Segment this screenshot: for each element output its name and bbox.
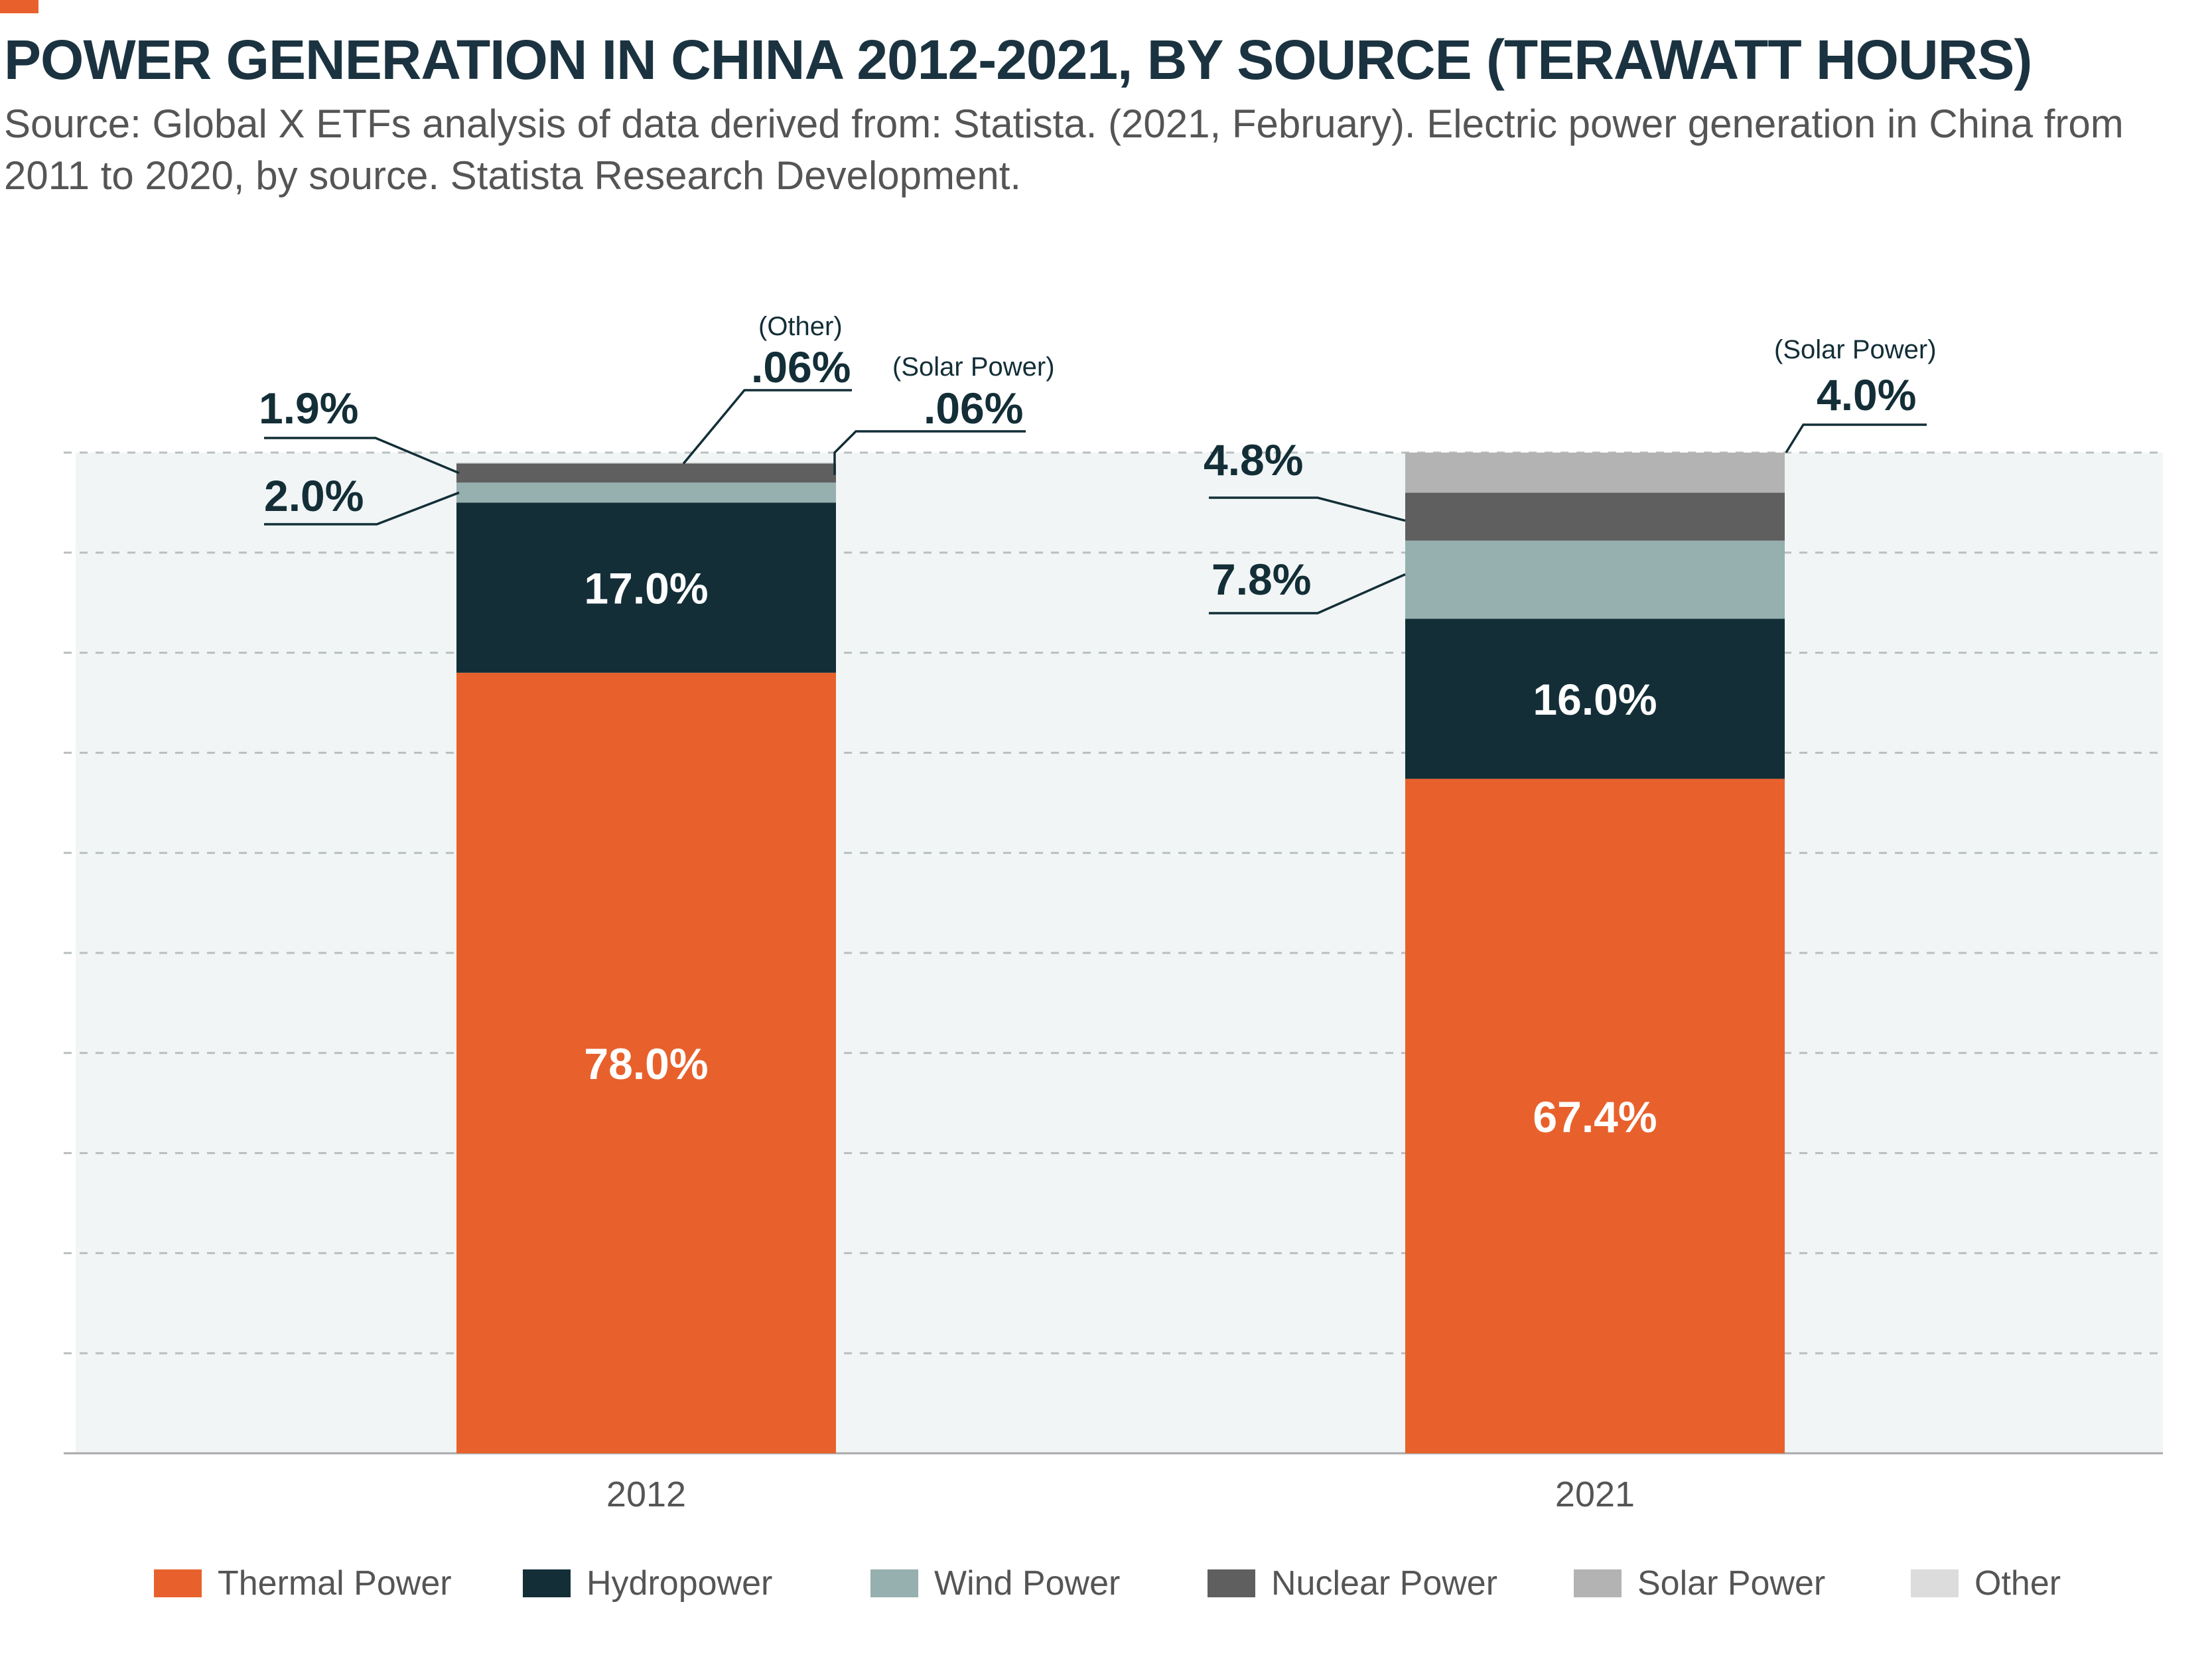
legend-swatch (1574, 1569, 1622, 1597)
callout-leader-nuclear-2021 (1209, 496, 1406, 522)
data-label-hydropower-2012: 17.0% (584, 564, 708, 613)
callout-leader-nuclear-2012 (264, 437, 460, 474)
callout-value-nuclear-2021: 4.8% (1204, 435, 1303, 484)
legend-item-hydropower: Hydropower (523, 1557, 772, 1610)
bar-segment-hydropower-2021 (1405, 618, 1785, 779)
bar-segment-thermal-power-2012 (456, 672, 836, 1453)
legend-label: Solar Power (1637, 1564, 1826, 1603)
callout-value-solar-2012: .06% (924, 384, 1023, 433)
chart-title: POWER GENERATION IN CHINA 2012-2021, BY … (4, 29, 2032, 91)
callout-leader-solar-2021 (1785, 423, 1927, 453)
legend-label: Other (1974, 1564, 2061, 1603)
data-label-thermal-power-2012: 78.0% (584, 1039, 708, 1088)
legend-swatch (1208, 1569, 1255, 1597)
bar-segment-thermal-power-2021 (1405, 778, 1785, 1453)
legend-item-nuclear-power: Nuclear Power (1208, 1557, 1497, 1610)
legend-swatch (1911, 1569, 1959, 1597)
callout-value-wind-2012: 2.0% (264, 471, 364, 520)
legend-label: Thermal Power (218, 1564, 452, 1603)
callout-caption-other-2012: (Other) (758, 312, 843, 341)
chart-legend: Thermal Power Hydropower Wind Power Nuclear… (0, 1557, 2212, 1610)
bar-segment-nuclear-power-2021 (1405, 492, 1785, 541)
legend-swatch (870, 1569, 918, 1597)
legend-label: Wind Power (934, 1564, 1121, 1603)
bar-segment-wind-power-2021 (1405, 540, 1785, 619)
callout-value-nuclear-2012: 1.9% (259, 384, 358, 433)
chart-source-note: Source: Global X ETFs analysis of data d… (4, 102, 2124, 198)
data-label-hydropower-2021: 16.0% (1533, 675, 1657, 724)
callout-value-wind-2021: 7.8% (1211, 555, 1311, 604)
callout-value-solar-2021: 4.0% (1817, 370, 1916, 419)
legend-item-wind-power: Wind Power (870, 1557, 1120, 1610)
legend-swatch (154, 1569, 202, 1597)
callout-leader-solar-2012 (833, 430, 1026, 475)
bar-segment-hydropower-2012 (456, 502, 836, 673)
bar-segment-nuclear-power-2012 (456, 463, 836, 483)
legend-swatch (523, 1569, 571, 1597)
legend-item-other: Other (1911, 1557, 2061, 1610)
bar-segment-solar-power-2012 (456, 463, 836, 464)
data-label-thermal-power-2021: 67.4% (1533, 1092, 1657, 1141)
bar-segment-solar-power-2021 (1405, 453, 1785, 493)
callout-leader-other-2012 (682, 389, 852, 465)
callout-leader-wind-2021 (1209, 573, 1406, 615)
legend-label: Hydropower (587, 1564, 773, 1603)
title-accent-bar (0, 0, 38, 13)
callout-value-other-2012: .06% (751, 342, 851, 392)
callout-leader-wind-2012 (264, 491, 460, 526)
legend-label: Nuclear Power (1271, 1564, 1498, 1603)
callout-caption-solar-2012: (Solar Power) (892, 352, 1055, 382)
x-tick-label-2021: 2021 (1555, 1475, 1635, 1514)
legend-item-thermal-power: Thermal Power (154, 1557, 452, 1610)
legend-item-solar-power: Solar Power (1574, 1557, 1825, 1610)
callout-caption-solar-2021: (Solar Power) (1774, 335, 1937, 364)
x-tick-label-2012: 2012 (606, 1475, 686, 1514)
bar-segment-wind-power-2012 (456, 482, 836, 503)
